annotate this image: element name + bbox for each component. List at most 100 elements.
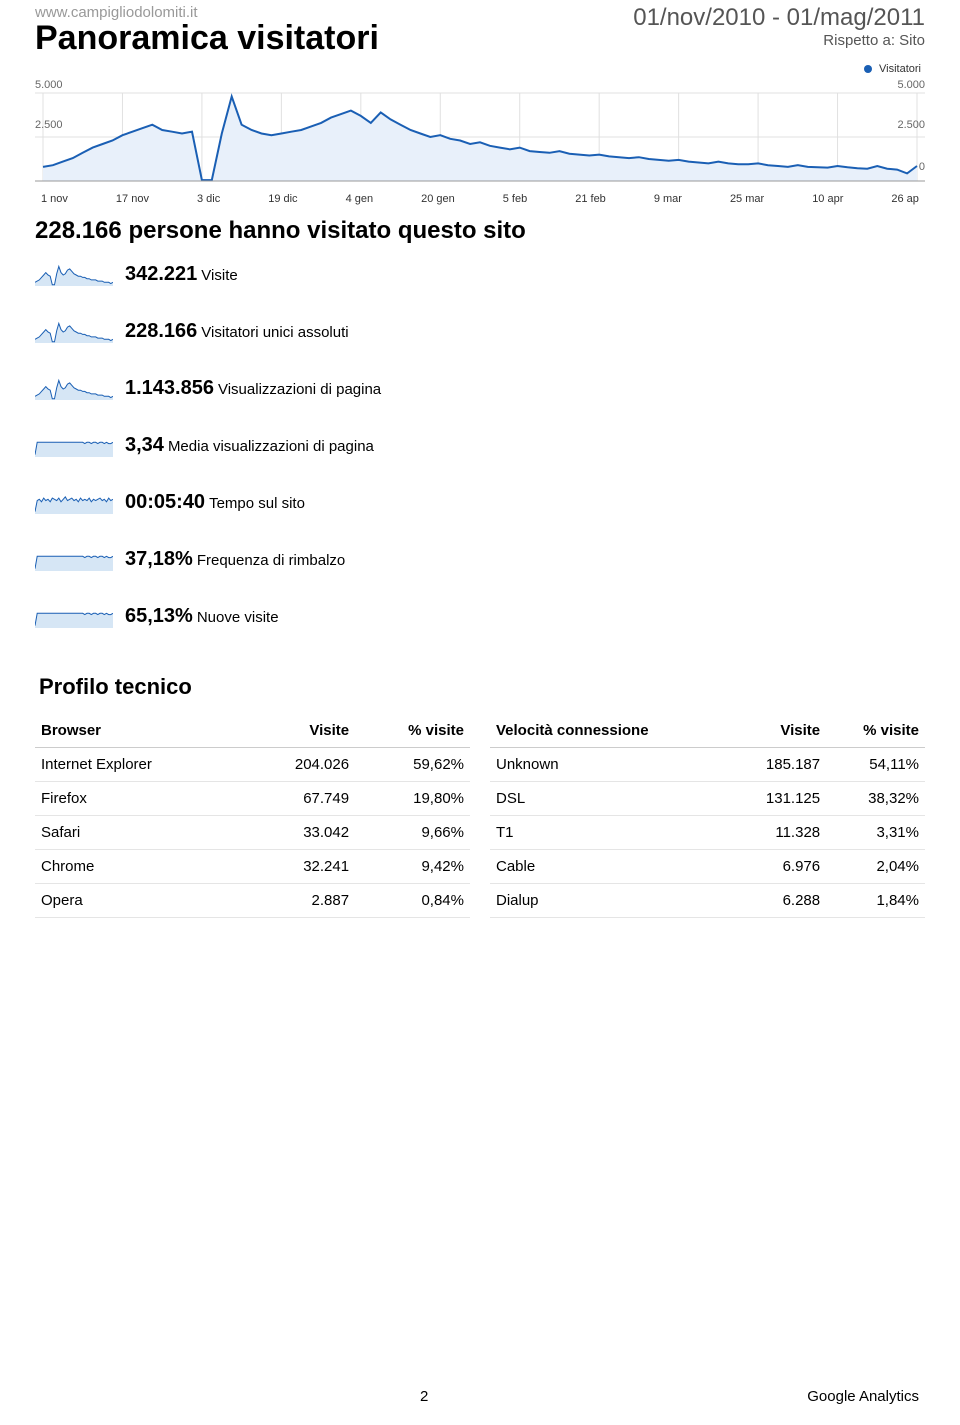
table-cell: 6.976 xyxy=(730,850,826,884)
table-cell: Unknown xyxy=(490,748,730,782)
table-cell: 0,84% xyxy=(355,884,470,918)
metric-row: 342.221Visite xyxy=(35,263,925,286)
browser-table: BrowserVisite% visiteInternet Explorer20… xyxy=(35,714,470,918)
y-axis-label: 5.000 xyxy=(35,79,63,91)
visitors-chart: 5.000 5.000 2.500 2.500 0 1 nov 17 nov 3 d… xyxy=(35,79,925,209)
connection-table: Velocità connessioneVisite% visiteUnknow… xyxy=(490,714,925,918)
table-cell: Opera xyxy=(35,884,243,918)
table-row: DSL131.12538,32% xyxy=(490,782,925,816)
sparkline-icon xyxy=(35,264,113,286)
x-axis-label: 17 nov xyxy=(116,193,149,205)
y-axis-label: 2.500 xyxy=(35,119,63,131)
page-footer: 2 Google Analytics xyxy=(35,1388,925,1405)
metric-value: 00:05:40 xyxy=(125,491,205,513)
x-axis-labels: 1 nov17 nov3 dic19 dic4 gen20 gen5 feb21… xyxy=(35,189,925,205)
table-header: Visite xyxy=(243,714,355,748)
x-axis-label: 5 feb xyxy=(503,193,527,205)
x-axis-label: 10 apr xyxy=(812,193,843,205)
metric-value: 3,34 xyxy=(125,434,164,456)
metric-label: Nuove visite xyxy=(197,609,279,626)
metric-row: 37,18%Frequenza di rimbalzo xyxy=(35,548,925,571)
table-cell: 2,04% xyxy=(826,850,925,884)
line-chart-svg xyxy=(35,79,925,189)
table-header: Velocità connessione xyxy=(490,714,730,748)
x-axis-label: 9 mar xyxy=(654,193,682,205)
page-number: 2 xyxy=(420,1388,428,1405)
metric-value: 342.221 xyxy=(125,263,197,285)
section-title: Profilo tecnico xyxy=(35,662,925,714)
table-row: Firefox67.74919,80% xyxy=(35,782,470,816)
x-axis-label: 1 nov xyxy=(41,193,68,205)
sparkline-icon xyxy=(35,606,113,628)
legend-label: Visitatori xyxy=(879,63,921,75)
table-cell: Chrome xyxy=(35,850,243,884)
table-cell: 33.042 xyxy=(243,816,355,850)
table-cell: Safari xyxy=(35,816,243,850)
metric-label: Visualizzazioni di pagina xyxy=(218,381,381,398)
table-header: Browser xyxy=(35,714,243,748)
metric-row: 65,13%Nuove visite xyxy=(35,605,925,628)
legend-dot-icon xyxy=(864,65,872,73)
table-cell: 67.749 xyxy=(243,782,355,816)
metric-row: 228.166Visitatori unici assoluti xyxy=(35,320,925,343)
sparkline-icon xyxy=(35,492,113,514)
table-header: Visite xyxy=(730,714,826,748)
metric-value: 37,18% xyxy=(125,548,193,570)
table-cell: 3,31% xyxy=(826,816,925,850)
sparkline-icon xyxy=(35,378,113,400)
page-header: www.campigliodolomiti.it Panoramica visi… xyxy=(35,0,925,55)
metric-label: Visite xyxy=(201,267,237,284)
table-row: Dialup6.2881,84% xyxy=(490,884,925,918)
compare-scope: Rispetto a: Sito xyxy=(633,32,925,49)
table-row: Unknown185.18754,11% xyxy=(490,748,925,782)
table-cell: 185.187 xyxy=(730,748,826,782)
sparkline-icon xyxy=(35,435,113,457)
sparkline-icon xyxy=(35,549,113,571)
table-row: Internet Explorer204.02659,62% xyxy=(35,748,470,782)
x-axis-label: 4 gen xyxy=(346,193,374,205)
metric-value: 1.143.856 xyxy=(125,377,214,399)
chart-legend: Visitatori xyxy=(35,55,925,79)
x-axis-label: 3 dic xyxy=(197,193,220,205)
table-cell: 6.288 xyxy=(730,884,826,918)
metric-row: 3,34Media visualizzazioni di pagina xyxy=(35,434,925,457)
x-axis-label: 20 gen xyxy=(421,193,455,205)
y-axis-label: 5.000 xyxy=(897,79,925,91)
table-cell: 11.328 xyxy=(730,816,826,850)
table-header: % visite xyxy=(826,714,925,748)
metric-row: 00:05:40Tempo sul sito xyxy=(35,491,925,514)
date-range: 01/nov/2010 - 01/mag/2011 xyxy=(633,4,925,32)
table-cell: 38,32% xyxy=(826,782,925,816)
table-cell: Internet Explorer xyxy=(35,748,243,782)
y-axis-label: 2.500 xyxy=(897,119,925,131)
table-cell: 19,80% xyxy=(355,782,470,816)
headline-value: 228.166 xyxy=(35,217,122,244)
tables-container: BrowserVisite% visiteInternet Explorer20… xyxy=(35,714,925,918)
table-row: T111.3283,31% xyxy=(490,816,925,850)
metric-value: 65,13% xyxy=(125,605,193,627)
y-axis-label: 0 xyxy=(919,161,925,173)
metric-label: Media visualizzazioni di pagina xyxy=(168,438,374,455)
headline-text: persone hanno visitato questo sito xyxy=(128,217,525,244)
table-row: Opera2.8870,84% xyxy=(35,884,470,918)
table-cell: Cable xyxy=(490,850,730,884)
metric-label: Visitatori unici assoluti xyxy=(201,324,348,341)
table-row: Chrome32.2419,42% xyxy=(35,850,470,884)
footer-brand: Google Analytics xyxy=(807,1388,919,1405)
table-cell: 59,62% xyxy=(355,748,470,782)
table-cell: Dialup xyxy=(490,884,730,918)
sparkline-icon xyxy=(35,321,113,343)
table-cell: 54,11% xyxy=(826,748,925,782)
table-row: Cable6.9762,04% xyxy=(490,850,925,884)
table-cell: 2.887 xyxy=(243,884,355,918)
metric-label: Frequenza di rimbalzo xyxy=(197,552,345,569)
table-cell: 32.241 xyxy=(243,850,355,884)
x-axis-label: 21 feb xyxy=(575,193,606,205)
table-cell: 9,66% xyxy=(355,816,470,850)
table-row: Safari33.0429,66% xyxy=(35,816,470,850)
table-header: % visite xyxy=(355,714,470,748)
x-axis-label: 26 ap xyxy=(891,193,919,205)
metric-label: Tempo sul sito xyxy=(209,495,305,512)
table-cell: DSL xyxy=(490,782,730,816)
metrics-list: 342.221Visite 228.166Visitatori unici as… xyxy=(35,263,925,628)
